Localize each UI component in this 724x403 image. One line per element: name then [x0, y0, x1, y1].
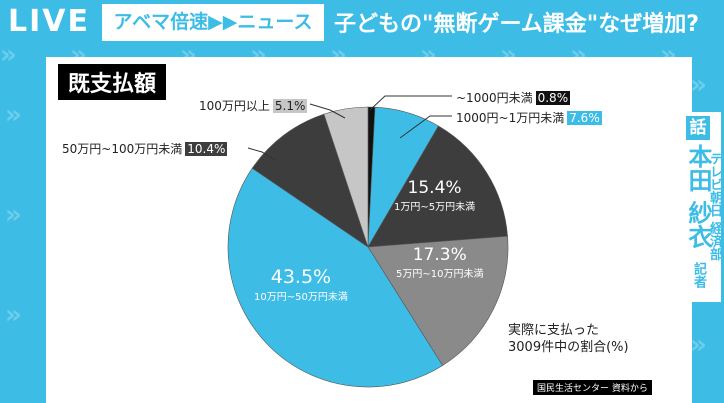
speaker-affiliation: テレビ朝日 経済部	[707, 152, 722, 261]
live-label: LIVE	[8, 4, 90, 39]
chevron-icon: »	[5, 100, 22, 130]
inner-label-slice-4: 43.5% 10万円~50万円未満	[254, 266, 348, 303]
inner-label-slice-2: 15.4% 1万円~5万円未満	[394, 178, 476, 213]
label-slice-6: 100万円以上 5.1%	[199, 99, 308, 113]
pie-slice-5	[251, 113, 369, 248]
headline: 子どもの"無断ゲーム課金"なぜ増加?	[334, 12, 700, 37]
brand-logo: アベマ倍速▶▶ニュース	[102, 4, 324, 41]
chevron-icon: »	[690, 330, 707, 360]
pie-slice-6	[323, 106, 369, 248]
chart-note: 実際に支払った 3009件中の割合(%)	[508, 323, 629, 355]
label-slice-0: ~1000円未満 0.8%	[456, 91, 571, 105]
label-slice-1: 1000円~1万円未満 7.6%	[456, 111, 602, 125]
pie-slice-2	[367, 125, 508, 248]
leader-line	[399, 115, 452, 139]
pie-slice-3	[367, 235, 509, 366]
chevron-icon: »	[5, 300, 22, 330]
source-caption: 国民生活センター 資料から	[533, 380, 652, 395]
speaker-panel: 話 本田 紗衣 テレビ朝日 経済部 記者	[683, 112, 722, 302]
speaker-role: 記者	[691, 262, 706, 288]
chevron-icon: »	[690, 70, 707, 100]
chart-title: 既支払額	[58, 64, 167, 100]
pie-slice-4	[227, 167, 443, 388]
speaker-badge: 話	[686, 116, 710, 140]
speaker-name: 本田 紗衣	[684, 144, 712, 249]
leader-line	[309, 103, 346, 119]
chevron-icon: »	[0, 40, 17, 70]
chevron-icon: »	[5, 200, 22, 230]
leader-line	[247, 147, 276, 161]
label-slice-5: 50万円~100万円未満 10.4%	[62, 142, 228, 156]
inner-label-slice-3: 17.3% 5万円~10万円未満	[396, 245, 484, 280]
leader-line	[369, 95, 452, 111]
